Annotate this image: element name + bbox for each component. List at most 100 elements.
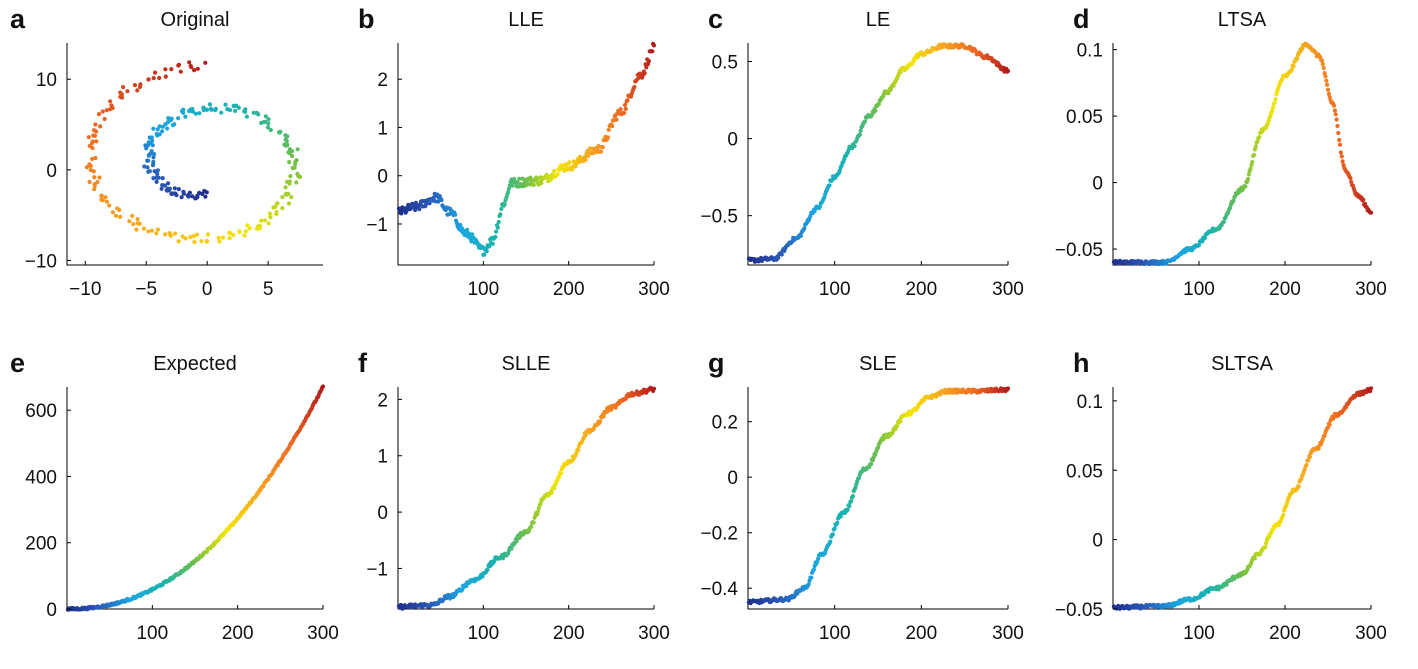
- data-point: [552, 168, 557, 174]
- x-tick-label: 300: [1355, 623, 1387, 644]
- panel-e: 100 200 300 0 200 400 600 Expected e: [10, 348, 339, 644]
- y-tick-label: 1: [377, 447, 388, 468]
- data-point: [223, 102, 228, 107]
- x-tick-label: −5: [135, 279, 157, 300]
- data-point: [1005, 386, 1011, 391]
- data-point: [1339, 154, 1344, 159]
- y-tick-label: −0.2: [700, 524, 738, 545]
- data-point: [571, 159, 576, 164]
- data-point: [490, 241, 495, 246]
- data-point: [136, 221, 141, 226]
- y-tick-label: −0.05: [1055, 240, 1103, 261]
- y-tick-label: 0: [1092, 531, 1103, 552]
- data-point: [125, 89, 130, 94]
- x-tick-label: 100: [1183, 279, 1215, 300]
- data-point: [92, 183, 97, 188]
- panel-a: −10 −5 0 5 −10 0 10 Original a: [10, 4, 323, 300]
- data-point: [1368, 386, 1374, 391]
- data-point: [176, 187, 181, 192]
- data-point: [1276, 522, 1282, 528]
- data-point: [869, 461, 874, 467]
- data-point: [596, 144, 601, 149]
- data-point: [531, 182, 536, 187]
- axes-c: [747, 43, 1008, 266]
- data-point: [286, 201, 292, 206]
- data-point: [618, 107, 623, 112]
- axes-e: [66, 387, 323, 610]
- data-point: [110, 210, 115, 215]
- data-point: [439, 198, 444, 203]
- data-point: [141, 226, 146, 231]
- data-point: [1307, 454, 1312, 460]
- data-point: [104, 108, 109, 113]
- data-point: [599, 149, 604, 154]
- data-point: [539, 180, 544, 186]
- data-point: [1251, 152, 1257, 158]
- y-tick-label: 0: [377, 503, 388, 524]
- data-point: [169, 116, 174, 121]
- data-point: [586, 153, 591, 158]
- data-point: [251, 110, 256, 115]
- data-point: [243, 109, 248, 114]
- panel-h: 100 200 300 −0.05 0 0.05 0.1 SLTSA h: [1055, 348, 1387, 644]
- data-point: [499, 206, 504, 212]
- data-point: [514, 539, 519, 544]
- data-point: [835, 520, 840, 525]
- data-point: [280, 206, 285, 211]
- data-point: [213, 108, 218, 113]
- panel-label: a: [10, 4, 26, 34]
- data-point: [259, 218, 264, 223]
- data-point: [535, 509, 541, 514]
- y-tick-label: 0.1: [1077, 392, 1103, 413]
- data-point: [1319, 58, 1325, 63]
- data-point: [838, 514, 843, 519]
- data-point: [436, 199, 441, 204]
- data-point: [786, 598, 791, 603]
- data-point: [192, 239, 197, 245]
- data-point: [1196, 242, 1202, 248]
- x-tick-label: 100: [1183, 623, 1215, 644]
- data-point: [165, 126, 170, 131]
- y-tick-label: 0: [727, 130, 738, 151]
- data-point: [207, 102, 212, 107]
- data-point: [197, 111, 202, 116]
- data-point: [427, 201, 432, 206]
- data-point: [168, 232, 173, 237]
- data-points-b: [396, 41, 657, 257]
- data-point: [97, 175, 102, 180]
- data-point: [1335, 123, 1340, 129]
- data-point: [1324, 78, 1329, 83]
- data-point: [113, 213, 119, 218]
- data-point: [108, 99, 113, 104]
- y-tick-label: 0.05: [1066, 107, 1103, 128]
- data-point: [563, 162, 568, 167]
- y-tick-label: 400: [25, 467, 57, 488]
- data-point: [1243, 184, 1248, 189]
- data-point: [1320, 61, 1325, 67]
- panel-label: c: [708, 4, 723, 34]
- data-point: [267, 211, 272, 216]
- data-point: [480, 574, 485, 579]
- panel-label: g: [708, 348, 725, 378]
- data-point: [610, 123, 615, 129]
- data-point: [557, 474, 562, 479]
- panel-c: 100 200 300 −0.5 0 0.5 LE c: [700, 4, 1023, 300]
- data-point: [278, 129, 283, 134]
- panel-g: 100 200 300 −0.4 −0.2 0 0.2 SLE g: [700, 348, 1023, 644]
- data-point: [1349, 179, 1354, 184]
- data-point: [289, 195, 294, 200]
- data-point: [151, 159, 156, 164]
- data-points-c: [746, 42, 1011, 264]
- data-point: [895, 424, 900, 429]
- data-point: [614, 117, 619, 122]
- y-tick-label: −1: [366, 559, 388, 580]
- y-tick-label: 0: [377, 167, 388, 188]
- data-point: [181, 191, 186, 196]
- data-point: [847, 503, 852, 509]
- data-point: [1005, 68, 1011, 74]
- x-tick-label: 100: [467, 623, 499, 644]
- data-point: [247, 226, 252, 231]
- data-point: [1337, 142, 1343, 147]
- panel-b: 100 200 300 −1 0 1 2 LLE b: [358, 4, 670, 300]
- data-point: [256, 112, 261, 117]
